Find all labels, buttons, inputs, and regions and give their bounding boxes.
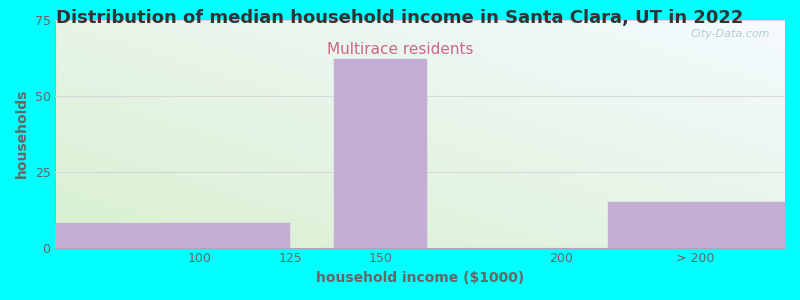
Bar [55,223,290,247]
Bar [608,202,785,248]
Text: Multirace residents: Multirace residents [326,42,474,57]
Y-axis label: households: households [15,89,29,178]
Text: Distribution of median household income in Santa Clara, UT in 2022: Distribution of median household income … [56,9,744,27]
Bar [334,59,427,248]
Text: City-Data.com: City-Data.com [691,29,770,39]
X-axis label: household income ($1000): household income ($1000) [316,271,524,285]
